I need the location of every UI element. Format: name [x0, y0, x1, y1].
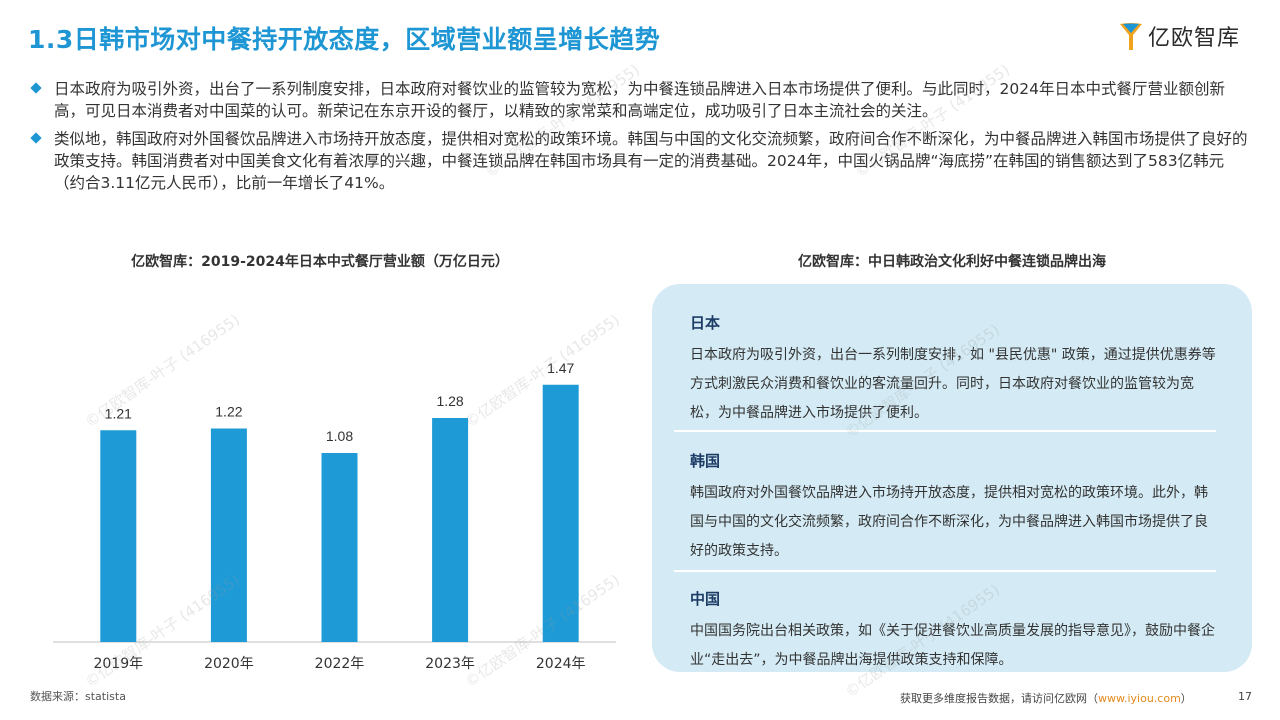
x-tick-label: 2024年 — [536, 656, 586, 672]
divider — [674, 570, 1216, 572]
section-heading: 中国 — [690, 590, 721, 608]
bullet-item: 日本政府为吸引外资，出台了一系列制度安排，日本政府对餐饮业的监管较为宽松，为中餐… — [30, 78, 1252, 122]
diamond-bullet-icon — [30, 82, 42, 94]
section-japan: 日本 日本政府为吸引外资，出台一系列制度安排，如 "县民优惠" 政策，通过提供优… — [690, 312, 1220, 428]
data-source: 数据来源：statista — [30, 690, 126, 703]
yiou-logo-icon — [1120, 23, 1142, 50]
x-tick-label: 2022年 — [315, 656, 365, 672]
footer-close: ） — [1180, 692, 1192, 705]
page-title: 1.3日韩市场对中餐持开放态度，区域营业额呈增长趋势 — [28, 25, 661, 54]
bullet-text: 日本政府为吸引外资，出台了一系列制度安排，日本政府对餐饮业的监管较为宽松，为中餐… — [54, 80, 1225, 120]
section-text: 中国国务院出台相关政策，如《关于促进餐饮业高质量发展的指导意见》，鼓励中餐企业“… — [690, 623, 1215, 668]
bar — [321, 453, 358, 642]
x-tick-label: 2020年 — [204, 656, 254, 672]
diamond-bullet-icon — [30, 132, 42, 144]
panel-title: 亿欧智库：中日韩政治文化利好中餐连锁品牌出海 — [798, 254, 1106, 270]
bar — [432, 418, 469, 642]
divider — [674, 430, 1216, 432]
policy-panel: 日本 日本政府为吸引外资，出台一系列制度安排，如 "县民优惠" 政策，通过提供优… — [652, 284, 1252, 672]
data-label: 1.08 — [326, 428, 353, 444]
footer-text: 获取更多维度报告数据，请访问亿欧网（ — [900, 692, 1098, 705]
x-tick-label: 2023年 — [425, 656, 475, 672]
bar — [100, 430, 137, 642]
bullet-list: 日本政府为吸引外资，出台了一系列制度安排，日本政府对餐饮业的监管较为宽松，为中餐… — [30, 78, 1252, 200]
bar — [542, 384, 579, 642]
section-heading: 日本 — [690, 314, 721, 332]
bullet-text: 类似地，韩国政府对外国餐饮品牌进入市场持开放态度，提供相对宽松的政策环境。韩国与… — [54, 130, 1248, 192]
bullet-item: 类似地，韩国政府对外国餐饮品牌进入市场持开放态度，提供相对宽松的政策环境。韩国与… — [30, 128, 1252, 194]
logo: 亿欧智库 — [1118, 20, 1240, 52]
section-korea: 韩国 韩国政府对外国餐饮品牌进入市场持开放态度，提供相对宽松的政策环境。此外，韩… — [690, 450, 1220, 566]
section-text: 日本政府为吸引外资，出台一系列制度安排，如 "县民优惠" 政策，通过提供优惠券等… — [690, 347, 1216, 421]
chart-title: 亿欧智库：2019-2024年日本中式餐厅营业额（万亿日元） — [131, 254, 509, 270]
page-number: 17 — [1238, 690, 1252, 703]
revenue-bar-chart: 1.21 2019年 1.22 2020年 1.08 2022年 1.28 2023年 1.47… — [53, 360, 616, 672]
x-tick-label: 2019年 — [93, 656, 143, 672]
logo-text: 亿欧智库 — [1148, 26, 1241, 51]
footer-link[interactable]: www.iyiou.com — [1098, 692, 1181, 705]
data-label: 1.21 — [105, 405, 132, 421]
data-label: 1.22 — [215, 404, 242, 420]
section-china: 中国 中国国务院出台相关政策，如《关于促进餐饮业高质量发展的指导意见》，鼓励中餐… — [690, 588, 1220, 675]
section-text: 韩国政府对外国餐饮品牌进入市场持开放态度，提供相对宽松的政策环境。此外，韩国与中… — [690, 485, 1208, 559]
data-label: 1.28 — [436, 393, 463, 409]
bar — [210, 428, 247, 642]
data-label: 1.47 — [547, 360, 574, 376]
section-heading: 韩国 — [690, 452, 721, 470]
footer-note: 获取更多维度报告数据，请访问亿欧网（www.iyiou.com） — [900, 690, 1192, 706]
